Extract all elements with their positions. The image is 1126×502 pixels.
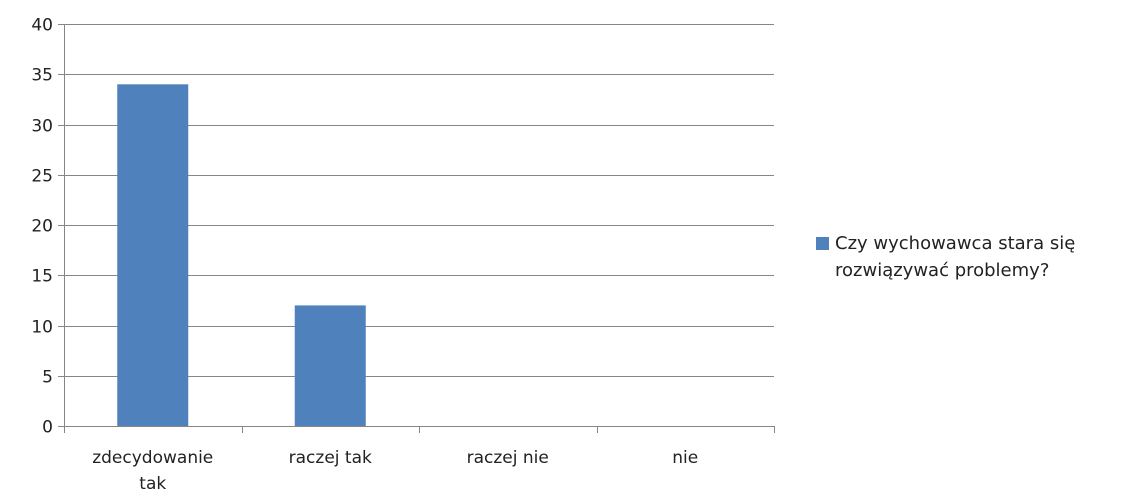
legend-label: Czy wychowawca stara się rozwiązywać pro… <box>835 233 1076 281</box>
y-tick-label: 25 <box>31 167 53 187</box>
bar <box>294 305 366 426</box>
axes <box>58 24 775 433</box>
y-tick-label: 20 <box>31 217 53 237</box>
y-tick-label: 35 <box>31 66 53 86</box>
y-tick-label: 10 <box>31 318 53 338</box>
x-tick-labels: zdecydowanie tak raczej tak raczej nie nie <box>92 448 698 494</box>
x-tick-label: nie <box>672 448 698 468</box>
y-tick-label: 0 <box>42 418 53 438</box>
y-tick-labels: 0 5 10 15 20 25 30 35 40 <box>31 16 53 438</box>
y-tick-label: 30 <box>31 117 53 137</box>
legend-item: Czy wychowawca stara się rozwiązywać pro… <box>816 230 1116 284</box>
legend-swatch <box>816 237 829 250</box>
legend: Czy wychowawca stara się rozwiązywać pro… <box>816 230 1116 284</box>
x-tick-label: raczej nie <box>467 448 549 468</box>
y-tick-label: 40 <box>31 16 53 36</box>
y-tick-label: 5 <box>42 368 53 388</box>
x-tick-label: raczej tak <box>289 448 372 468</box>
y-tick-label: 15 <box>31 267 53 287</box>
bar <box>117 84 189 427</box>
x-tick-label: zdecydowanie tak <box>92 448 213 494</box>
bars <box>117 84 366 427</box>
